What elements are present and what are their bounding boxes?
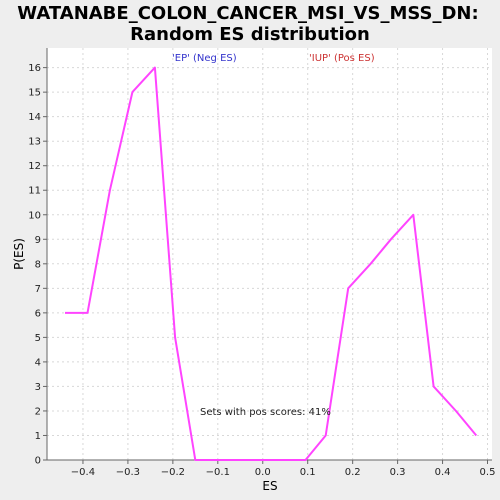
x-tick-label: 0.4 — [435, 467, 451, 478]
plot-area — [47, 48, 492, 460]
chart-title-line-2: Random ES distribution — [130, 24, 370, 45]
x-axis-label: ES — [262, 479, 277, 493]
y-tick-label: 15 — [28, 88, 41, 99]
y-tick-label: 3 — [35, 382, 41, 393]
x-tick-label: 0.2 — [345, 467, 361, 478]
es-distribution-line — [65, 66, 478, 461]
y-tick-label: 1 — [35, 431, 41, 442]
y-axis-label: P(ES) — [12, 238, 26, 270]
x-axis-ticks: −0.4 −0.3 −0.2 −0.1 0.0 0.1 0.2 0.3 0.4 0.5 — [71, 460, 496, 478]
x-tick-label: 0.1 — [300, 467, 316, 478]
y-tick-label: 6 — [35, 308, 41, 319]
chart-title-line-1: WATANABE_COLON_CANCER_MSI_VS_MSS_DN: — [17, 3, 478, 24]
x-tick-label: 0.3 — [390, 467, 406, 478]
x-tick-label: −0.2 — [161, 467, 185, 478]
y-tick-label: 0 — [35, 456, 41, 467]
y-tick-label: 4 — [35, 357, 41, 368]
y-tick-label: 11 — [28, 186, 41, 197]
x-tick-label: 0.0 — [255, 467, 271, 478]
y-tick-label: 14 — [28, 112, 41, 123]
y-tick-label: 7 — [35, 284, 41, 295]
sets-pos-scores-text: Sets with pos scores: 41% — [200, 407, 331, 418]
y-tick-label: 16 — [28, 63, 41, 74]
y-tick-label: 5 — [35, 333, 41, 344]
pos-es-label: 'IUP' (Pos ES) — [309, 53, 375, 64]
x-tick-label: 0.5 — [480, 467, 496, 478]
y-tick-label: 8 — [35, 259, 41, 270]
x-tick-label: −0.3 — [116, 467, 140, 478]
neg-es-label: 'EP' (Neg ES) — [172, 53, 237, 64]
x-tick-label: −0.1 — [206, 467, 230, 478]
y-tick-label: 10 — [28, 210, 41, 221]
y-tick-label: 9 — [35, 235, 41, 246]
y-tick-label: 12 — [28, 161, 41, 172]
series-layer — [65, 66, 478, 461]
y-tick-label: 13 — [28, 137, 41, 148]
grid-lines — [47, 48, 492, 461]
y-tick-label: 2 — [35, 406, 41, 417]
x-tick-label: −0.4 — [71, 467, 95, 478]
